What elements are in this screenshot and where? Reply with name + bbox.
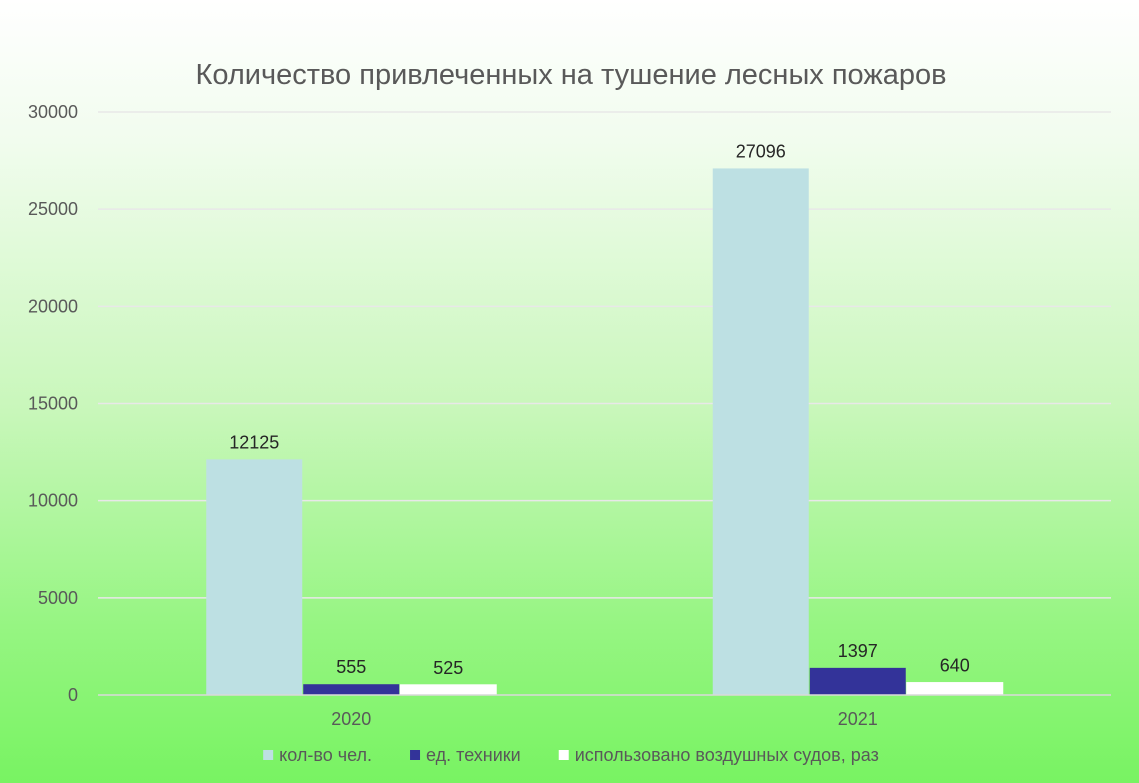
y-tick-label: 25000 (28, 199, 78, 219)
y-tick-label: 5000 (38, 588, 78, 608)
bar (809, 667, 906, 695)
legend-swatch (263, 750, 274, 760)
y-tick-label: 15000 (28, 394, 78, 414)
data-labels: 12125 555 525 27096 1397 640 (229, 141, 970, 677)
bar (712, 168, 809, 696)
bar (206, 459, 303, 695)
y-tick-label: 20000 (28, 296, 78, 316)
data-label: 555 (336, 657, 366, 677)
legend: кол-во чел. ед. техники использовано возду… (263, 745, 879, 765)
legend-label: кол-во чел. (279, 745, 372, 765)
bars (206, 168, 1004, 696)
legend-swatch (410, 750, 421, 760)
data-label: 525 (433, 658, 463, 678)
y-tick-label: 0 (68, 685, 78, 705)
y-tick-label: 10000 (28, 491, 78, 511)
y-axis: 0 5000 10000 15000 20000 25000 30000 (28, 102, 78, 705)
x-axis: 2020 2021 (331, 709, 878, 729)
bar (399, 684, 497, 696)
data-label: 12125 (229, 432, 279, 452)
y-tick-label: 30000 (28, 102, 78, 122)
legend-label: ед. техники (426, 745, 521, 765)
legend-label: использовано воздушных судов, раз (575, 745, 879, 765)
data-label: 27096 (736, 141, 786, 161)
data-label: 1397 (838, 641, 878, 661)
legend-swatch (558, 750, 569, 760)
bar (906, 682, 1004, 696)
bar (303, 684, 400, 695)
data-label: 640 (940, 656, 970, 676)
x-tick-label: 2020 (331, 709, 371, 729)
chart-title: Количество привлеченных на тушение лесны… (195, 59, 946, 91)
x-tick-label: 2021 (838, 709, 878, 729)
